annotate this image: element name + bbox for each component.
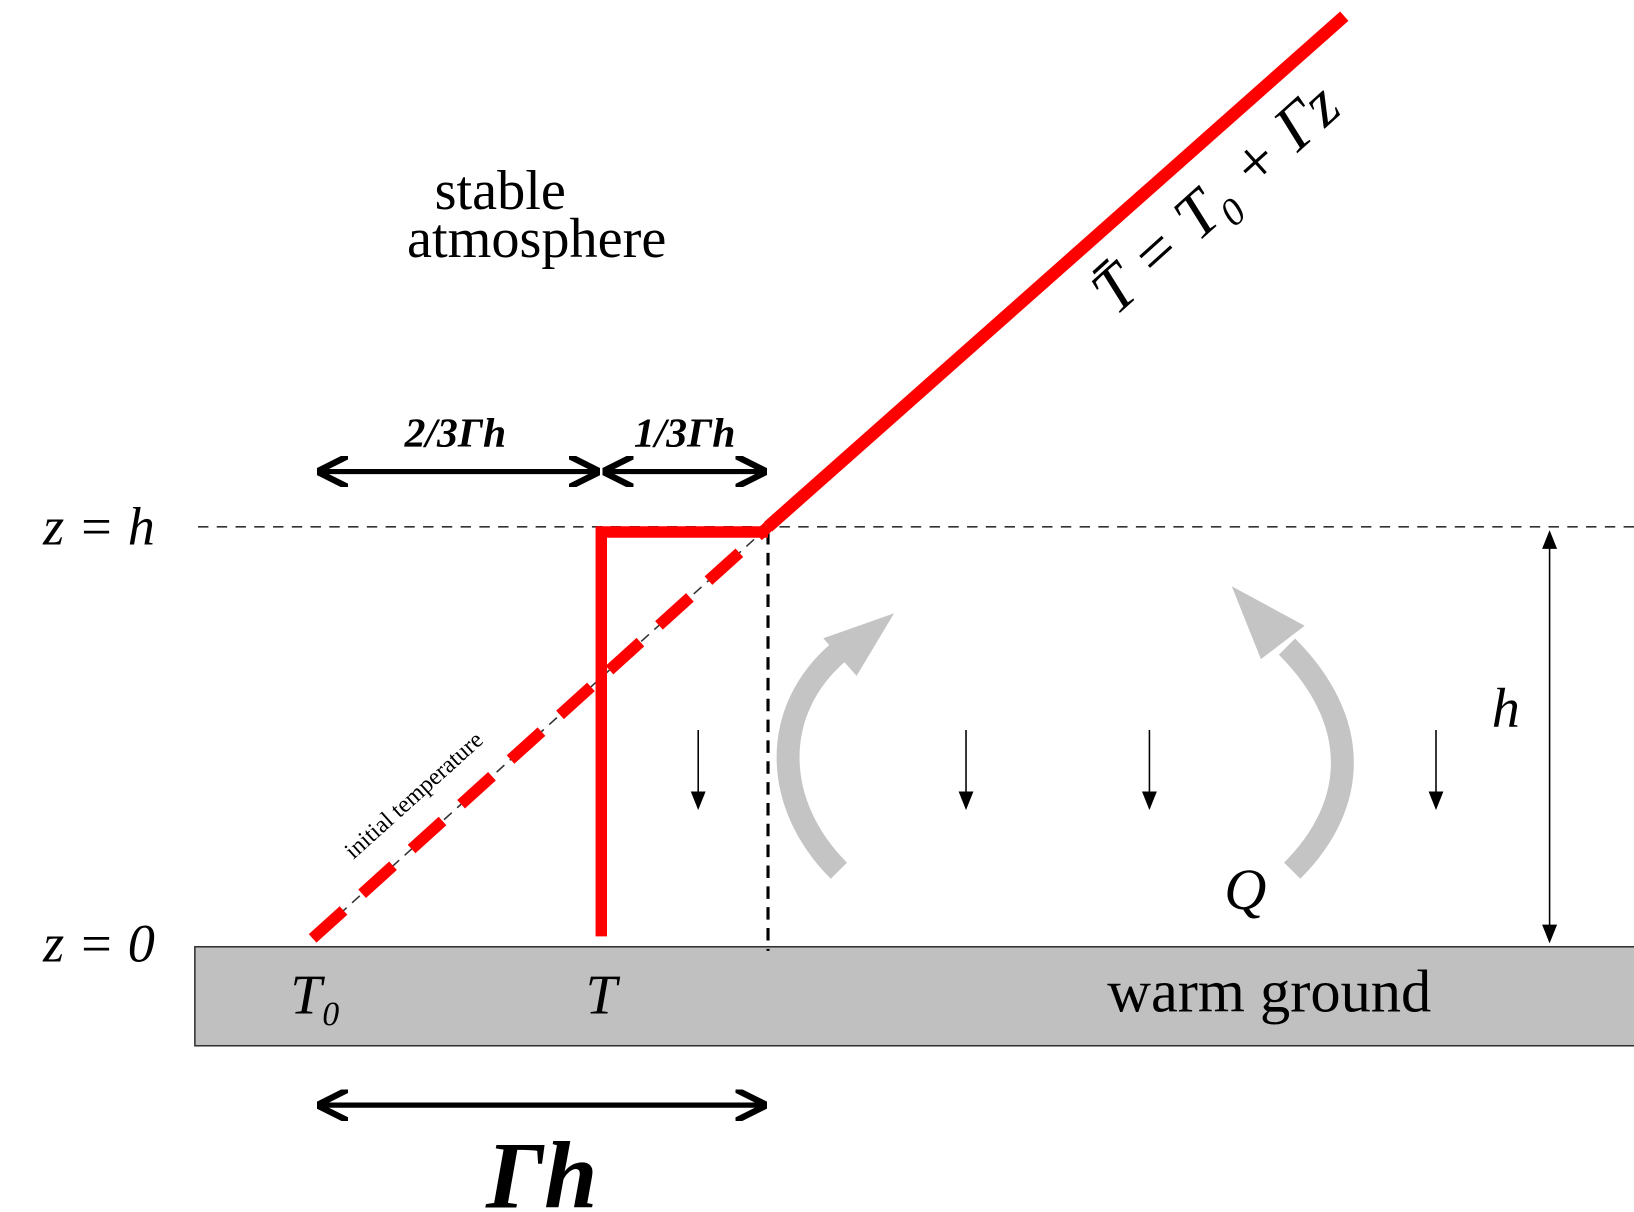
temperature-label: T₀ [290, 964, 341, 1026]
width-label: 2/3Γh [404, 411, 507, 457]
level-label: z = h [42, 497, 155, 557]
flux-label: Q [1224, 857, 1266, 922]
stable-profile [763, 11, 1349, 532]
title-line: stable [435, 160, 566, 222]
temperature-label: T [586, 964, 621, 1026]
width-label: 1/3Γh [634, 411, 736, 457]
profile-equation: T̄ = T₀ + Γz [1077, 68, 1353, 327]
ground-label: warm ground [1107, 958, 1431, 1025]
mixed-profile [595, 526, 769, 937]
convection-arrowhead [1231, 586, 1305, 660]
convection-arrow [1278, 638, 1354, 879]
title-line: atmosphere [407, 208, 666, 270]
convection-arrowhead [823, 613, 895, 676]
height-label: h [1492, 678, 1520, 740]
ground [194, 945, 1634, 1047]
convection-arrow [776, 643, 848, 879]
subsidence-arrows [690, 730, 1444, 811]
initial-profile-red [308, 522, 772, 943]
width-label: Γh [485, 1122, 597, 1212]
level-label: z = 0 [42, 913, 155, 973]
